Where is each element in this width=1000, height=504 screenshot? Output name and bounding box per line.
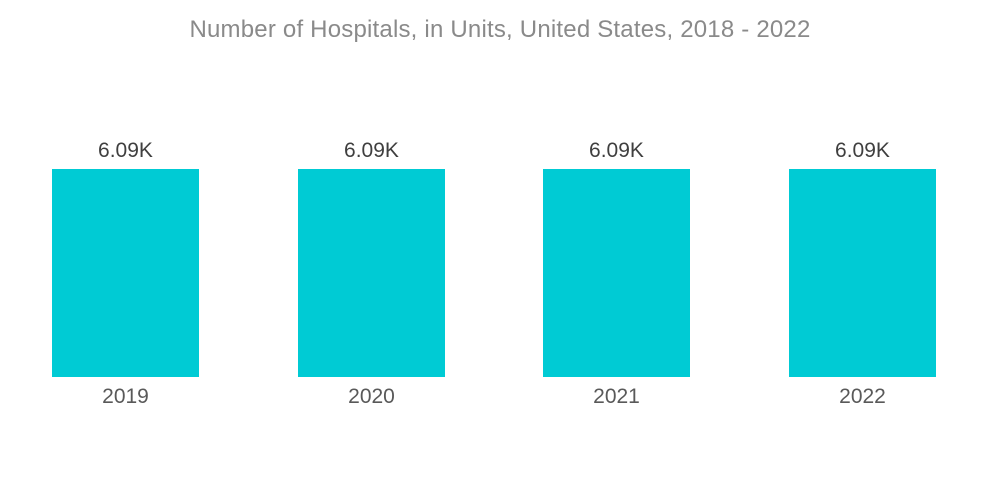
value-label: 6.09K bbox=[835, 139, 890, 162]
category-label: 2020 bbox=[348, 385, 395, 408]
bar-column: 6.09K 2022 bbox=[789, 139, 936, 408]
category-label: 2021 bbox=[593, 385, 640, 408]
value-label: 6.09K bbox=[589, 139, 644, 162]
bar-column: 6.09K 2020 bbox=[298, 139, 445, 408]
bar-column: 6.09K 2021 bbox=[543, 139, 690, 408]
chart-title: Number of Hospitals, in Units, United St… bbox=[189, 16, 811, 43]
value-label: 6.09K bbox=[344, 139, 399, 162]
bar bbox=[52, 169, 199, 377]
bar bbox=[789, 169, 936, 377]
value-label: 6.09K bbox=[98, 139, 153, 162]
bar bbox=[298, 169, 445, 377]
bar-column: 6.09K 2019 bbox=[52, 139, 199, 408]
category-label: 2019 bbox=[102, 385, 149, 408]
bar bbox=[543, 169, 690, 377]
category-label: 2022 bbox=[839, 385, 886, 408]
